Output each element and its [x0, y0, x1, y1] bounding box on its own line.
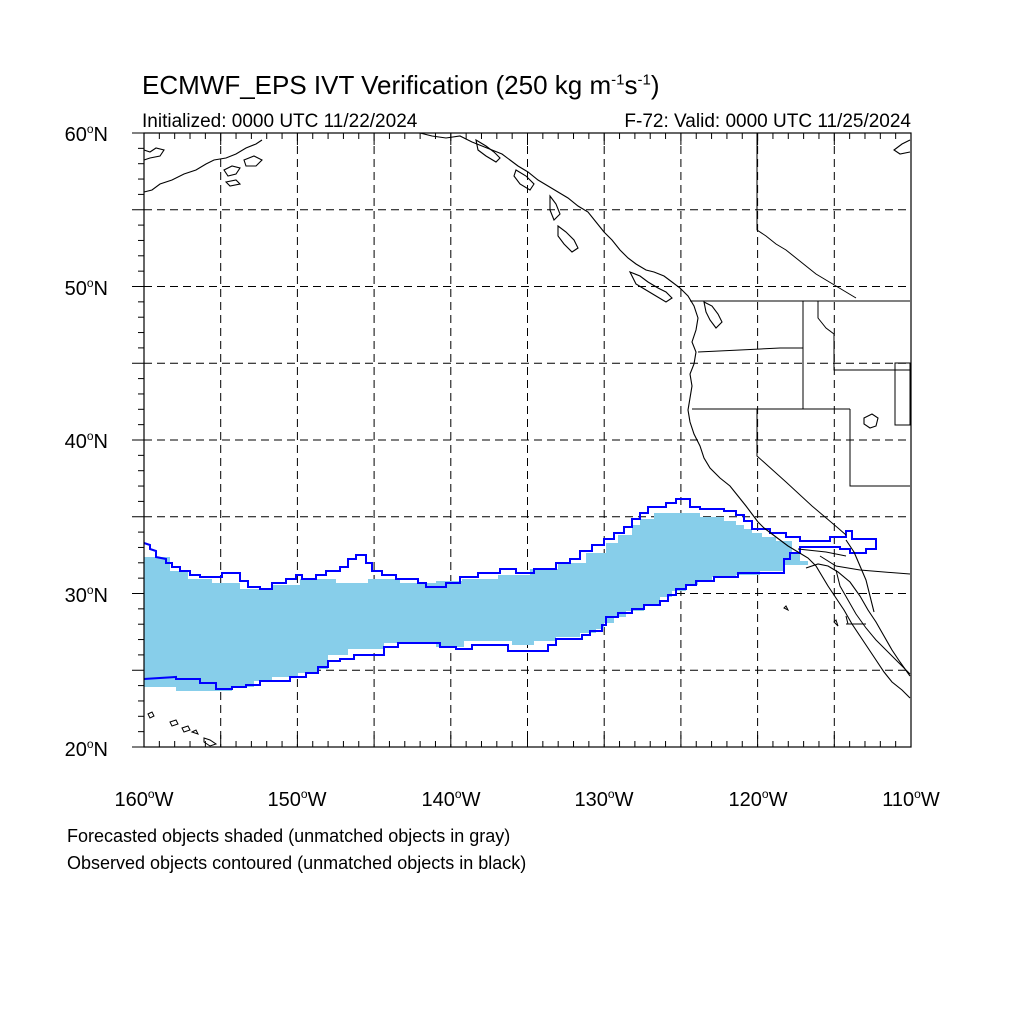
lat-label-50n: 50oN: [64, 276, 108, 300]
lon-label-130w: 130oW: [574, 787, 634, 811]
lat-label-40n: 40oN: [64, 429, 108, 453]
forecast-ivt-object: [144, 513, 808, 691]
lat-label-60n: 60oN: [64, 122, 108, 146]
map-frame: [143, 132, 912, 748]
chart-title: ECMWF_EPS IVT Verification (250 kg m-1s-…: [142, 70, 660, 100]
lon-label-120w: 120oW: [728, 787, 788, 811]
observed-ivt-contour: [143, 498, 877, 690]
forecast-note: Forecasted objects shaded (unmatched obj…: [67, 826, 511, 846]
country-borders: [690, 133, 911, 675]
lon-label-110w: 110oW: [882, 787, 940, 811]
lon-label-150w: 150oW: [267, 787, 327, 811]
coastline: [143, 132, 911, 699]
initialized-time: Initialized: 0000 UTC 11/22/2024: [142, 111, 418, 132]
lon-label-160w: 160oW: [114, 787, 174, 811]
lon-label-140w: 140oW: [421, 787, 481, 811]
valid-time: F-72: Valid: 0000 UTC 11/25/2024: [624, 111, 911, 132]
lat-label-30n: 30oN: [64, 583, 108, 607]
observed-note: Observed objects contoured (unmatched ob…: [67, 853, 527, 873]
hawaii-islands: [147, 605, 839, 747]
lat-label-20n: 20oN: [64, 737, 108, 761]
